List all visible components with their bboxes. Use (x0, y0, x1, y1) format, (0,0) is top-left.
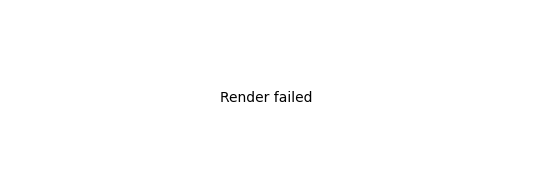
Text: Render failed: Render failed (220, 91, 313, 105)
